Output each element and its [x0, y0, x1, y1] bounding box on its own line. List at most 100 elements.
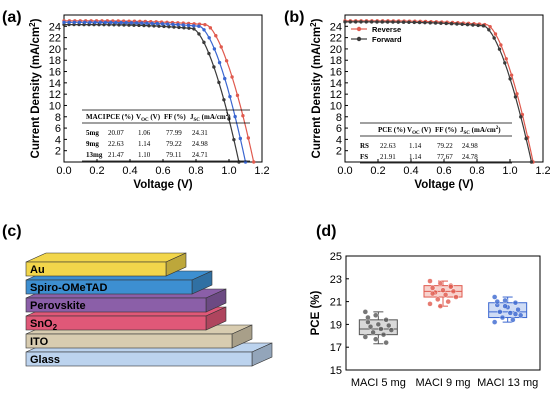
table-cell: 5mg: [86, 129, 99, 137]
series-point-5mg: [112, 23, 116, 27]
series-point-5mg: [192, 27, 196, 31]
layer-perovskite-front: [25, 297, 207, 313]
series-point-5mg: [132, 23, 136, 27]
series-point-13mg: [202, 28, 206, 32]
series-point-forward: [497, 47, 502, 51]
series-point-9mg: [208, 26, 213, 30]
layer-perovskite-label: Perovskite: [30, 300, 86, 312]
series-point-13mg: [228, 94, 232, 99]
series-point-9mg: [203, 22, 207, 27]
x-axis-title: Voltage (V): [133, 179, 192, 191]
x-category-label: MACI 9 mg: [415, 377, 470, 389]
series-point-13mg: [83, 20, 87, 25]
table-cell: 79.22: [437, 142, 453, 150]
series-point-13mg: [160, 22, 165, 26]
y-axis-title: Current Density (mA/cm2): [309, 18, 323, 158]
series-point-reverse: [504, 57, 508, 61]
series-point-13mg: [134, 21, 139, 25]
series-point-forward: [492, 36, 496, 40]
table-header-sup: 2: [226, 113, 229, 118]
series-point-13mg: [114, 20, 118, 25]
series-point-13mg: [93, 20, 97, 25]
box-3-point: [502, 297, 508, 304]
series-point-forward: [428, 21, 432, 25]
x-tick-label: 0.2: [89, 165, 104, 177]
series-point-reverse: [499, 43, 503, 47]
table-header-end: ): [498, 126, 501, 134]
series-point-forward: [471, 23, 475, 27]
series-point-forward: [433, 21, 438, 25]
series-point-13mg: [150, 21, 154, 26]
box-2-point: [445, 298, 451, 305]
series-point-forward: [460, 22, 464, 26]
series-point-13mg: [212, 47, 217, 51]
series-point-reverse: [493, 32, 498, 36]
series-point-13mg: [62, 20, 66, 24]
series-point-forward: [369, 20, 374, 24]
box-1-point: [362, 309, 369, 315]
layer-spiro-ometad-label: Spiro-OMeTAD: [30, 282, 107, 294]
table-header-sup: 2: [496, 126, 499, 131]
y-tick-label: 8: [336, 112, 342, 124]
series-point-forward: [375, 20, 379, 24]
y-tick-label: 22: [330, 33, 342, 45]
x-tick-label: 0.2: [370, 165, 385, 177]
y-axis-title-end: ): [30, 18, 42, 22]
x-category-label: MACI 13 mg: [477, 377, 538, 389]
series-point-9mg: [241, 114, 245, 118]
series-point-13mg: [223, 76, 227, 81]
box-1-point: [383, 339, 389, 346]
panel-label-b: (b): [284, 9, 304, 26]
y-tick-label: 24: [330, 21, 342, 33]
box-2-point: [429, 285, 436, 291]
series-point-5mg: [202, 40, 206, 45]
box-3-point: [491, 294, 498, 300]
series-point-13mg: [119, 20, 123, 25]
y-axis-title: PCE (%): [310, 290, 322, 335]
box-2-point: [429, 290, 436, 297]
panel-label-a: (a): [2, 9, 22, 26]
y-tick-label: 2: [336, 146, 342, 158]
series-point-forward: [396, 20, 400, 24]
series-point-13mg: [145, 21, 149, 25]
box-1-point: [388, 327, 395, 333]
table-cell: 77.99: [166, 129, 182, 137]
table-cell: 1.06: [138, 129, 151, 137]
y-tick-label: 14: [49, 78, 61, 90]
series-point-13mg: [171, 22, 175, 27]
y-tick-label: 2: [55, 146, 61, 158]
table-cell: 77.67: [437, 153, 453, 161]
series-point-forward: [412, 20, 416, 25]
series-point-5mg: [212, 65, 216, 69]
series-point-forward: [529, 160, 534, 164]
series-point-forward: [348, 20, 353, 24]
table-header: FF (%): [164, 113, 186, 121]
y-axis-title-sup: 2: [309, 22, 318, 27]
table-cell: 1.14: [138, 140, 151, 148]
table-cell: 22.63: [108, 140, 124, 148]
series-point-9mg: [246, 136, 251, 140]
legend-marker: [356, 26, 362, 32]
box-3-point: [497, 309, 503, 315]
series-point-forward: [380, 20, 384, 24]
series-point-forward: [455, 22, 459, 26]
series-point-reverse: [515, 92, 519, 96]
box-1-point: [375, 321, 382, 328]
box-1-point: [373, 336, 379, 342]
box-1-point: [380, 331, 387, 338]
series-point-13mg: [197, 24, 201, 28]
series-point-forward: [513, 95, 518, 99]
series-point-9mg: [252, 160, 256, 164]
series-point-5mg: [207, 51, 211, 56]
series-point-forward: [353, 20, 358, 24]
y-tick-label: 23: [330, 274, 342, 286]
table-header-sub: OC: [141, 118, 149, 123]
box-2-point: [435, 296, 441, 303]
x-tick-label: 0.8: [188, 165, 203, 177]
series-point-5mg: [217, 80, 221, 85]
x-tick-label: 0.0: [337, 165, 352, 177]
series-point-5mg: [147, 23, 151, 28]
series-point-13mg: [191, 24, 196, 28]
series-point-9mg: [224, 59, 229, 63]
series-point-13mg: [186, 23, 191, 28]
